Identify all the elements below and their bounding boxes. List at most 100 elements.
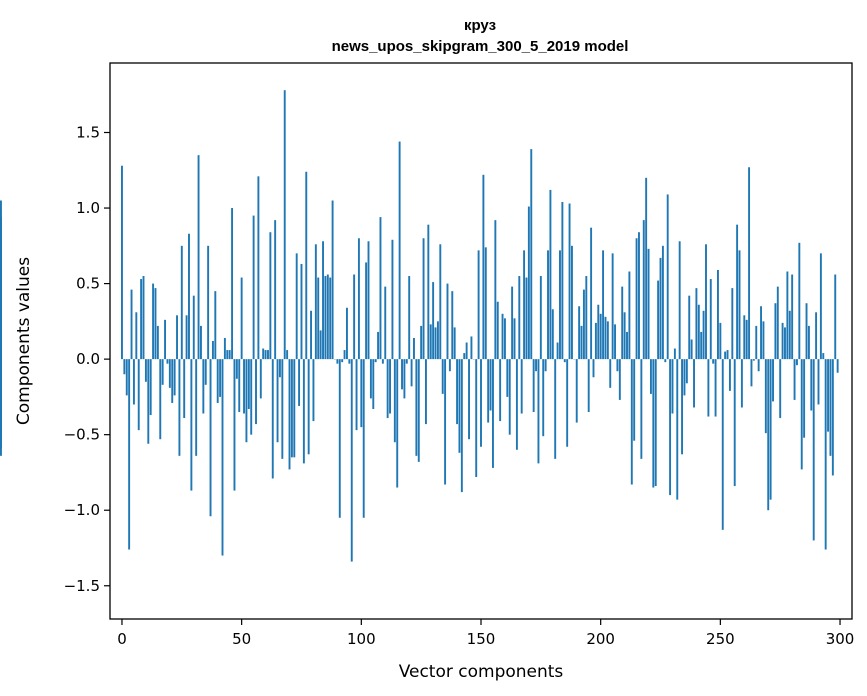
bar: [683, 359, 686, 396]
x-tick-label: 100: [347, 630, 376, 648]
bar: [204, 359, 207, 385]
bar: [544, 359, 547, 372]
bar: [346, 307, 348, 360]
bar: [551, 309, 554, 360]
bar: [393, 359, 396, 443]
bar: [338, 359, 341, 518]
bar: [695, 288, 698, 360]
bar: [209, 359, 212, 517]
x-axis-label: Vector components: [399, 662, 564, 682]
bar: [250, 359, 253, 435]
bar: [290, 359, 293, 458]
y-tick-label: 0.5: [76, 275, 100, 293]
bar: [597, 304, 600, 360]
bar: [697, 304, 700, 360]
bar: [405, 359, 408, 364]
bar: [159, 359, 162, 440]
bar: [283, 90, 286, 360]
bar: [819, 253, 822, 360]
y-tick-label: −0.5: [64, 426, 100, 444]
bar: [611, 253, 614, 360]
bar: [410, 359, 413, 387]
bar: [128, 359, 131, 550]
bar: [717, 269, 719, 360]
bar: [324, 276, 327, 360]
bar: [827, 359, 830, 432]
bar: [245, 359, 248, 443]
bar: [475, 359, 478, 477]
bar: [434, 327, 437, 360]
bar: [599, 313, 602, 360]
bar: [147, 359, 150, 444]
bar: [831, 359, 834, 476]
bars-group: [0, 90, 839, 562]
bar: [154, 288, 157, 360]
bar: [140, 279, 143, 360]
bar: [496, 301, 499, 360]
bar: [800, 359, 803, 470]
bar: [197, 155, 200, 360]
bar: [152, 283, 155, 360]
bar: [776, 286, 779, 360]
bar: [238, 359, 241, 413]
bar: [231, 208, 234, 360]
bar: [795, 359, 798, 366]
bar: [271, 359, 274, 479]
bar: [685, 359, 688, 384]
x-tick-label: 300: [826, 630, 855, 648]
bar: [709, 279, 712, 360]
bar: [566, 359, 569, 447]
bar: [168, 359, 171, 388]
bar: [422, 238, 425, 360]
bar: [257, 176, 260, 360]
bar: [226, 350, 229, 360]
bar: [740, 359, 743, 408]
bar: [515, 359, 518, 450]
bar: [712, 359, 715, 364]
bar: [355, 359, 358, 431]
bar: [396, 359, 399, 488]
bar: [372, 359, 375, 409]
bar: [645, 177, 648, 360]
bar: [757, 359, 760, 372]
bar: [484, 247, 487, 360]
bar: [453, 327, 456, 360]
bar: [336, 359, 339, 364]
bar: [499, 359, 502, 422]
bar: [621, 286, 624, 360]
bar: [578, 306, 581, 360]
bar: [398, 141, 401, 360]
bar: [587, 359, 590, 413]
bar: [606, 321, 609, 360]
bar: [788, 310, 791, 360]
bar: [633, 359, 636, 441]
bar: [171, 359, 174, 403]
bar: [298, 359, 301, 406]
y-axis: −1.5 −1.0 −0.5 0.0 0.5 1.0 1.5: [64, 124, 110, 595]
bar: [322, 241, 324, 360]
y-axis-label: Components values: [14, 257, 34, 425]
bar: [302, 359, 305, 464]
bar: [791, 274, 794, 360]
bar: [736, 224, 739, 360]
bar: [693, 359, 695, 408]
x-tick-label: 0: [117, 630, 127, 648]
bar: [547, 250, 549, 360]
bar: [312, 359, 315, 422]
bar: [638, 232, 640, 360]
bar: [702, 310, 705, 360]
bar: [123, 359, 126, 375]
bar: [661, 245, 664, 360]
bar: [221, 359, 224, 556]
bar: [592, 359, 595, 378]
x-tick-label: 150: [467, 630, 496, 648]
bar: [635, 238, 638, 360]
bar: [362, 359, 365, 518]
bar: [762, 321, 765, 360]
bar: [259, 359, 262, 399]
bar: [0, 359, 2, 438]
bar: [760, 306, 762, 360]
chart-subtitle: news_upos_skipgram_300_5_2019 model: [332, 38, 629, 55]
bar: [269, 232, 272, 360]
bar: [527, 206, 530, 360]
